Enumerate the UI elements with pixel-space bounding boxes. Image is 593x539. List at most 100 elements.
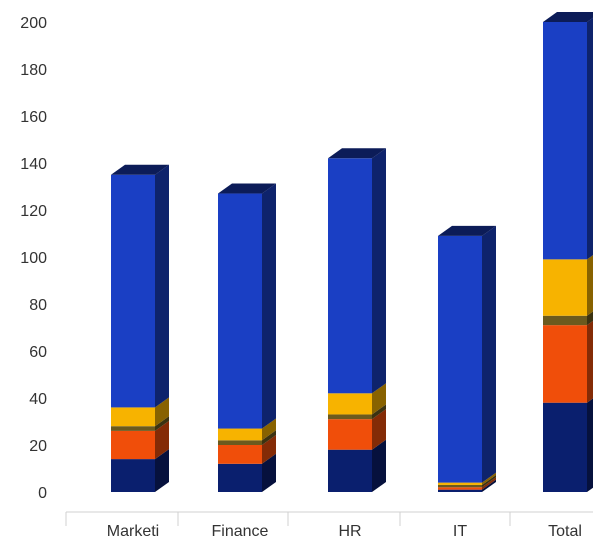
bar-front (328, 419, 372, 450)
bar-front (543, 22, 587, 260)
bar-front (218, 193, 262, 429)
bar-segment (543, 398, 593, 492)
bar-front (111, 459, 155, 492)
bar-segment (218, 183, 276, 429)
bar-top (438, 225, 496, 236)
y-tick-label: 20 (29, 438, 47, 455)
bar-front (218, 463, 262, 492)
bar-segment (218, 435, 276, 464)
bar-side (155, 397, 169, 427)
bar-side (372, 148, 386, 394)
y-tick-label: 200 (20, 15, 47, 32)
bar-segment (543, 12, 593, 260)
bar-side (372, 383, 386, 415)
y-tick-label: 100 (20, 250, 47, 267)
bar-segment (543, 320, 593, 403)
bar-front (438, 487, 482, 490)
bar-segment (438, 479, 496, 492)
bar-segment (438, 474, 496, 488)
bar-segment (111, 397, 169, 427)
bar-side (482, 472, 496, 485)
bar-side (155, 416, 169, 431)
bar-top (543, 12, 593, 22)
bar-segment (543, 311, 593, 326)
bar-front (111, 407, 155, 427)
bar-side (482, 479, 496, 492)
bar-segment (328, 404, 386, 420)
bar-front (438, 235, 482, 483)
y-tick-label: 180 (20, 62, 47, 79)
bar-front (111, 174, 155, 408)
y-tick-label: 60 (29, 344, 47, 361)
bar-front (328, 449, 372, 492)
bar-side (587, 320, 593, 403)
bar-segment (111, 449, 169, 492)
bar-side (482, 225, 496, 483)
bar-side (262, 435, 276, 464)
bar-segment (328, 409, 386, 450)
bar-segment (328, 148, 386, 394)
bar-segment (438, 225, 496, 483)
bar-segment (328, 439, 386, 492)
bar-segment (438, 472, 496, 485)
bar-side (155, 164, 169, 408)
bar-front (328, 158, 372, 394)
y-tick-label: 120 (20, 203, 47, 220)
bar-segment (111, 416, 169, 431)
bar-side (155, 420, 169, 460)
bar-side (372, 404, 386, 420)
bar-segment (438, 477, 496, 490)
bar-top (328, 148, 386, 159)
bar-segment (111, 164, 169, 408)
bar-side (587, 311, 593, 326)
bar-front (218, 428, 262, 441)
bar-side (372, 439, 386, 492)
x-tick-label: Marketi (107, 523, 159, 539)
y-tick-label: 0 (38, 485, 47, 502)
x-tick-label: Finance (212, 523, 269, 539)
bar-top (218, 183, 276, 194)
bar-front (438, 482, 482, 485)
y-axis-ticks: 0 20 40 60 80 100 120 140 160 180 200 (20, 15, 47, 502)
bar-front (438, 484, 482, 488)
bar-segment (218, 430, 276, 445)
bar-side (482, 474, 496, 488)
x-axis: Marketi Finance HR IT Total (65, 511, 593, 539)
bar-front (543, 259, 587, 316)
x-tick-label: Total (548, 523, 582, 539)
bar-segment (111, 420, 169, 460)
bar-segment (218, 453, 276, 492)
bar-front (218, 445, 262, 464)
bar-front (328, 414, 372, 420)
bar-side (372, 409, 386, 450)
bar-front (543, 315, 587, 326)
x-tick-label: IT (453, 523, 467, 539)
bar-side (482, 477, 496, 490)
bar-front (111, 426, 155, 431)
bar-side (262, 183, 276, 429)
bar-segment (218, 418, 276, 441)
bar-segment (543, 255, 593, 316)
bar-side (587, 398, 593, 492)
bar-front (328, 393, 372, 415)
x-tick-label: HR (338, 523, 361, 539)
y-tick-label: 140 (20, 156, 47, 173)
bar-top (111, 164, 169, 175)
bar-front (438, 489, 482, 492)
bar-side (262, 453, 276, 492)
bar-side (155, 449, 169, 492)
y-tick-label: 80 (29, 297, 47, 314)
bar-segment (328, 383, 386, 415)
bar-front (111, 430, 155, 460)
y-tick-label: 40 (29, 391, 47, 408)
bar-front (543, 325, 587, 403)
bar-side (587, 17, 593, 260)
y-tick-label: 160 (20, 109, 47, 126)
bar-front (218, 440, 262, 445)
bar-side (262, 418, 276, 441)
bar-front (543, 402, 587, 492)
bars (111, 12, 593, 492)
bar-side (587, 255, 593, 316)
bar-side (262, 430, 276, 445)
